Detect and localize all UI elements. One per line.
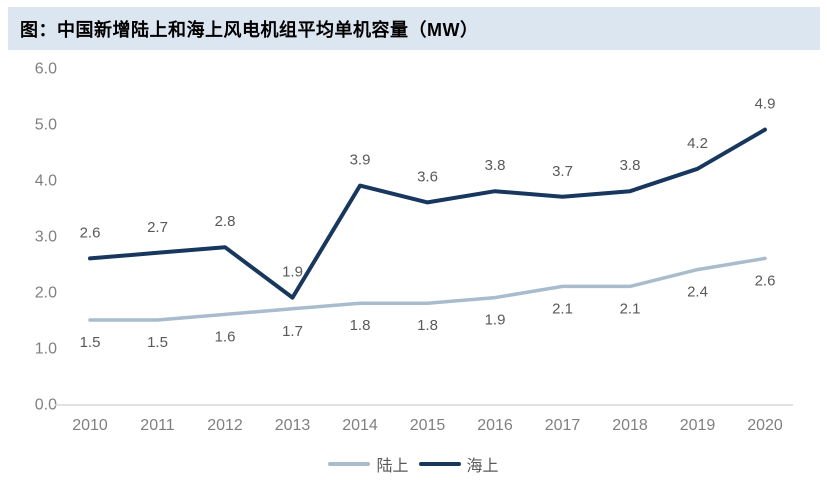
x-tick-label: 2011 — [140, 417, 175, 434]
y-tick-label: 0.0 — [35, 397, 57, 414]
legend-label-offshore: 海上 — [466, 458, 499, 475]
data-label: 4.9 — [755, 96, 776, 113]
offshore-series-line — [88, 127, 767, 300]
x-tick-label: 2017 — [545, 417, 581, 434]
y-tick-label: 6.0 — [35, 61, 57, 78]
x-tick-label: 2010 — [72, 417, 108, 434]
y-tick-label: 1.0 — [35, 341, 57, 358]
data-label: 3.7 — [552, 163, 573, 180]
data-label: 2.7 — [147, 219, 168, 236]
x-tick-label: 2012 — [207, 417, 243, 434]
data-label: 2.1 — [552, 300, 573, 317]
data-label: 1.6 — [215, 328, 236, 345]
data-label: 3.8 — [620, 157, 641, 174]
data-label: 2.1 — [620, 300, 641, 317]
chart-title: 图：中国新增陆上和海上风电机组平均单机容量（MW） — [20, 19, 479, 40]
data-label: 3.6 — [417, 168, 438, 185]
data-label: 1.5 — [147, 334, 168, 351]
x-tick-label: 2016 — [477, 417, 513, 434]
x-tick-label: 2019 — [680, 417, 716, 434]
y-tick-label: 2.0 — [35, 285, 57, 302]
data-label: 2.8 — [215, 213, 236, 230]
data-label: 1.8 — [350, 317, 371, 334]
chart-legend: 陆上 海上 — [0, 452, 827, 476]
data-label: 2.6 — [755, 272, 776, 289]
y-tick-label: 5.0 — [35, 117, 57, 134]
y-tick-label: 4.0 — [35, 173, 57, 190]
data-label: 3.9 — [350, 152, 371, 169]
x-tick-label: 2015 — [410, 417, 446, 434]
data-label: 1.7 — [282, 323, 303, 340]
data-label: 2.4 — [687, 284, 708, 301]
x-tick-label: 2018 — [612, 417, 648, 434]
legend-item-offshore: 海上 — [418, 452, 499, 476]
data-label: 4.2 — [687, 135, 708, 152]
x-tick-label: 2013 — [275, 417, 311, 434]
onshore-line-swatch — [328, 461, 371, 467]
data-label: 1.9 — [485, 312, 506, 329]
x-tick-label: 2014 — [342, 417, 378, 434]
data-label: 1.5 — [80, 334, 101, 351]
data-label: 2.6 — [80, 224, 101, 241]
data-label: 1.8 — [417, 317, 438, 334]
data-label: 1.9 — [282, 264, 303, 281]
x-tick-label: 2020 — [747, 417, 783, 434]
legend-item-onshore: 陆上 — [328, 452, 409, 476]
onshore-series-line — [88, 256, 767, 322]
offshore-line-swatch — [418, 461, 461, 467]
data-label: 3.8 — [485, 157, 506, 174]
chart-title-bar: 图：中国新增陆上和海上风电机组平均单机容量（MW） — [8, 7, 820, 50]
legend-label-onshore: 陆上 — [376, 458, 409, 475]
y-tick-label: 3.0 — [35, 229, 57, 246]
